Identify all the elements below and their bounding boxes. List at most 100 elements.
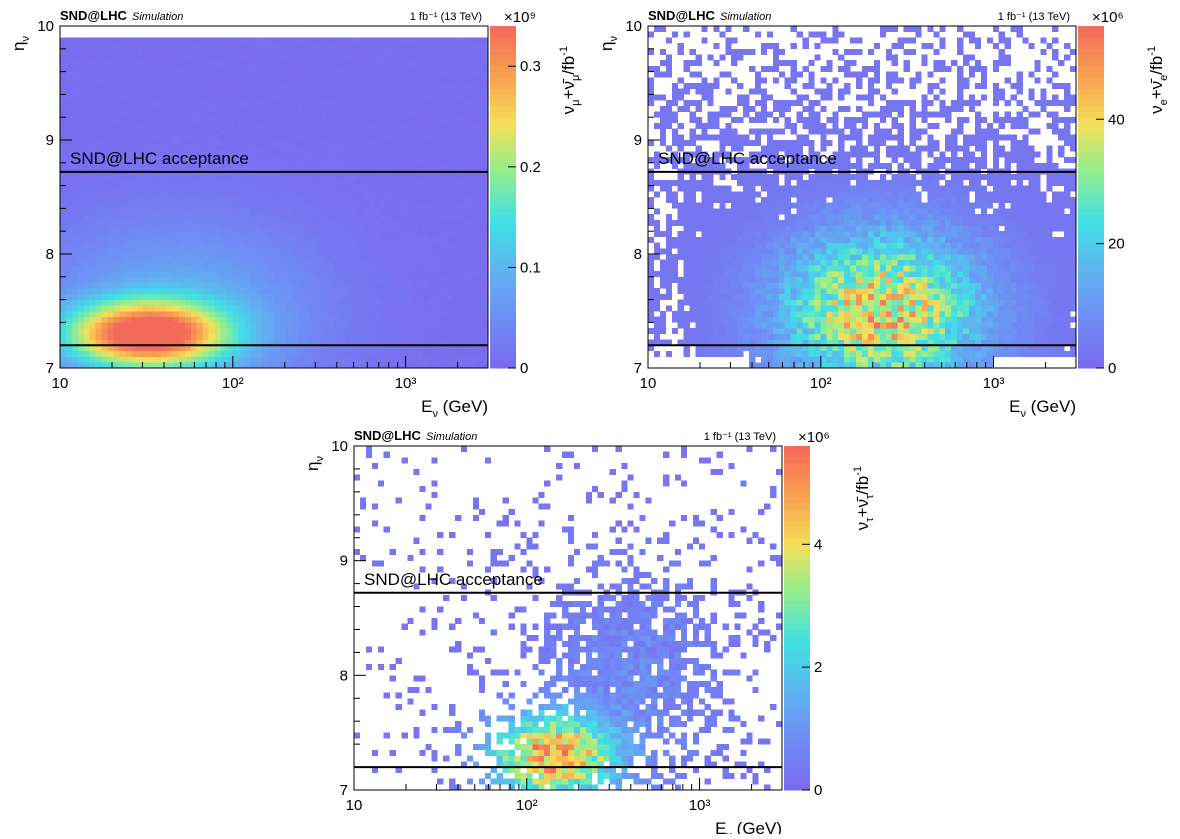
heatmap-cell <box>648 311 654 317</box>
heatmap-cell <box>743 283 749 289</box>
heatmap-cell <box>411 60 417 66</box>
heatmap-cell <box>286 37 292 43</box>
heatmap-cell <box>322 317 328 323</box>
heatmap-cell <box>66 72 72 78</box>
heatmap-cell <box>185 117 191 123</box>
heatmap-cell <box>666 112 672 118</box>
heatmap-cell <box>102 254 108 260</box>
heatmap-cell <box>648 186 654 192</box>
heatmap-cell <box>96 231 102 237</box>
heatmap-cell <box>268 357 274 363</box>
heatmap-cell <box>209 334 215 340</box>
heatmap-cell <box>203 100 209 106</box>
heatmap-cell <box>66 214 72 220</box>
heatmap-cell <box>387 305 393 311</box>
heatmap-cell <box>351 351 357 357</box>
heatmap-cell <box>185 60 191 66</box>
heatmap-cell <box>696 305 702 311</box>
heatmap-cell <box>696 220 702 226</box>
heatmap-cell <box>292 37 298 43</box>
heatmap-cell <box>690 72 696 78</box>
heatmap-cell <box>72 94 78 100</box>
heatmap-cell <box>339 243 345 249</box>
heatmap-cell <box>286 260 292 266</box>
heatmap-cell <box>304 146 310 152</box>
heatmap-cell <box>435 89 441 95</box>
heatmap-cell <box>244 174 250 180</box>
heatmap-cell <box>749 277 755 283</box>
heatmap-cell <box>322 208 328 214</box>
heatmap-cell <box>262 157 268 163</box>
heatmap-cell <box>304 151 310 157</box>
heatmap-cell <box>256 362 262 368</box>
heatmap-cell <box>328 243 334 249</box>
heatmap-cell <box>232 191 238 197</box>
heatmap-cell <box>351 100 357 106</box>
heatmap-cell <box>405 294 411 300</box>
heatmap-cell <box>387 220 393 226</box>
heatmap-cell <box>143 334 149 340</box>
heatmap-cell <box>143 197 149 203</box>
heatmap-cell <box>155 260 161 266</box>
heatmap-cell <box>96 271 102 277</box>
heatmap-cell <box>78 220 84 226</box>
heatmap-cell <box>476 60 482 66</box>
heatmap-cell <box>328 66 334 72</box>
heatmap-cell <box>702 83 708 89</box>
heatmap-cell <box>369 191 375 197</box>
heatmap-cell <box>197 226 203 232</box>
heatmap-cell <box>78 83 84 89</box>
heatmap-cell <box>292 100 298 106</box>
heatmap-cell <box>215 265 221 271</box>
heatmap-cell <box>423 220 429 226</box>
heatmap-cell <box>215 106 221 112</box>
heatmap-cell <box>482 117 488 123</box>
heatmap-cell <box>304 322 310 328</box>
heatmap-cell <box>690 197 696 203</box>
heatmap-cell <box>375 214 381 220</box>
heatmap-cell <box>446 60 452 66</box>
heatmap-cell <box>125 134 131 140</box>
heatmap-cell <box>328 362 334 368</box>
heatmap-cell <box>179 83 185 89</box>
heatmap-cell <box>423 322 429 328</box>
heatmap-cell <box>226 271 232 277</box>
heatmap-cell <box>423 351 429 357</box>
heatmap-cell <box>78 43 84 49</box>
heatmap-cell <box>423 140 429 146</box>
heatmap-cell <box>316 271 322 277</box>
heatmap-cell <box>482 226 488 232</box>
heatmap-cell <box>286 311 292 317</box>
heatmap-cell <box>179 294 185 300</box>
heatmap-cell <box>215 43 221 49</box>
heatmap-cell <box>429 362 435 368</box>
heatmap-cell <box>328 328 334 334</box>
heatmap-cell <box>660 231 666 237</box>
heatmap-cell <box>423 94 429 100</box>
heatmap-cell <box>464 214 470 220</box>
heatmap-cell <box>60 94 66 100</box>
heatmap-cell <box>221 49 227 55</box>
heatmap-cell <box>482 305 488 311</box>
heatmap-cell <box>238 243 244 249</box>
heatmap-cell <box>167 277 173 283</box>
heatmap-cell <box>435 248 441 254</box>
heatmap-cell <box>131 214 137 220</box>
heatmap-cell <box>470 305 476 311</box>
heatmap-cell <box>60 186 66 192</box>
heatmap-cell <box>482 123 488 129</box>
heatmap-cell <box>737 328 743 334</box>
heatmap-cell <box>102 305 108 311</box>
heatmap-cell <box>286 231 292 237</box>
heatmap-cell <box>417 140 423 146</box>
heatmap-cell <box>262 317 268 323</box>
heatmap-cell <box>399 351 405 357</box>
heatmap-cell <box>393 129 399 135</box>
heatmap-cell <box>215 197 221 203</box>
heatmap-cell <box>393 134 399 140</box>
heatmap-cell <box>250 106 256 112</box>
heatmap-cell <box>310 180 316 186</box>
heatmap-cell <box>470 106 476 112</box>
heatmap-cell <box>274 151 280 157</box>
heatmap-cell <box>369 226 375 232</box>
